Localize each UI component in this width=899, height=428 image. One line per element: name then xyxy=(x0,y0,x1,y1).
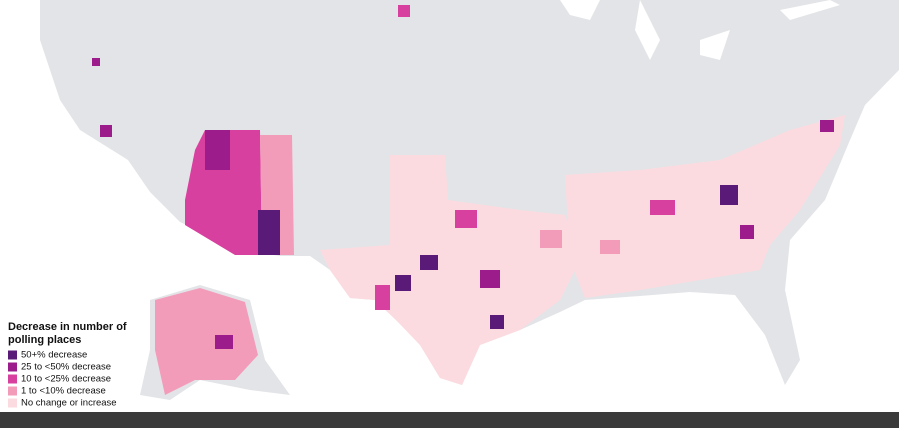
county xyxy=(258,210,280,255)
county xyxy=(650,200,675,215)
county xyxy=(740,225,754,239)
legend-label: 25 to <50% decrease xyxy=(21,362,111,373)
legend-label: No change or increase xyxy=(21,398,117,409)
county xyxy=(205,130,230,170)
legend-label: 1 to <10% decrease xyxy=(21,386,106,397)
county xyxy=(100,125,112,137)
legend-label: 50+% decrease xyxy=(21,350,87,361)
arizona-region xyxy=(185,130,262,255)
county xyxy=(375,285,390,310)
county xyxy=(490,315,504,329)
county xyxy=(540,230,562,248)
legend-swatch xyxy=(8,350,17,360)
counties xyxy=(92,5,845,395)
great-lakes xyxy=(560,0,840,60)
county xyxy=(480,270,500,288)
legend-swatch xyxy=(8,362,17,372)
county xyxy=(820,120,834,132)
county xyxy=(395,275,411,291)
legend-swatch xyxy=(8,398,17,408)
legend-label: 10 to <25% decrease xyxy=(21,374,111,385)
county xyxy=(398,5,410,17)
county xyxy=(600,240,620,254)
texas-region xyxy=(320,155,580,385)
land xyxy=(40,0,899,385)
southeast-region xyxy=(565,115,845,298)
county xyxy=(215,335,233,349)
county xyxy=(455,210,477,228)
legend-title: Decrease in number of xyxy=(8,321,127,333)
legend-swatch xyxy=(8,374,17,384)
bottom-strip xyxy=(0,412,899,428)
alaska-region xyxy=(155,288,258,395)
county xyxy=(420,255,438,270)
legend-title: polling places xyxy=(8,334,81,346)
legend-swatch xyxy=(8,386,17,396)
county xyxy=(720,185,738,205)
county xyxy=(92,58,100,66)
legend: Decrease in number of polling places 50+… xyxy=(8,321,127,409)
